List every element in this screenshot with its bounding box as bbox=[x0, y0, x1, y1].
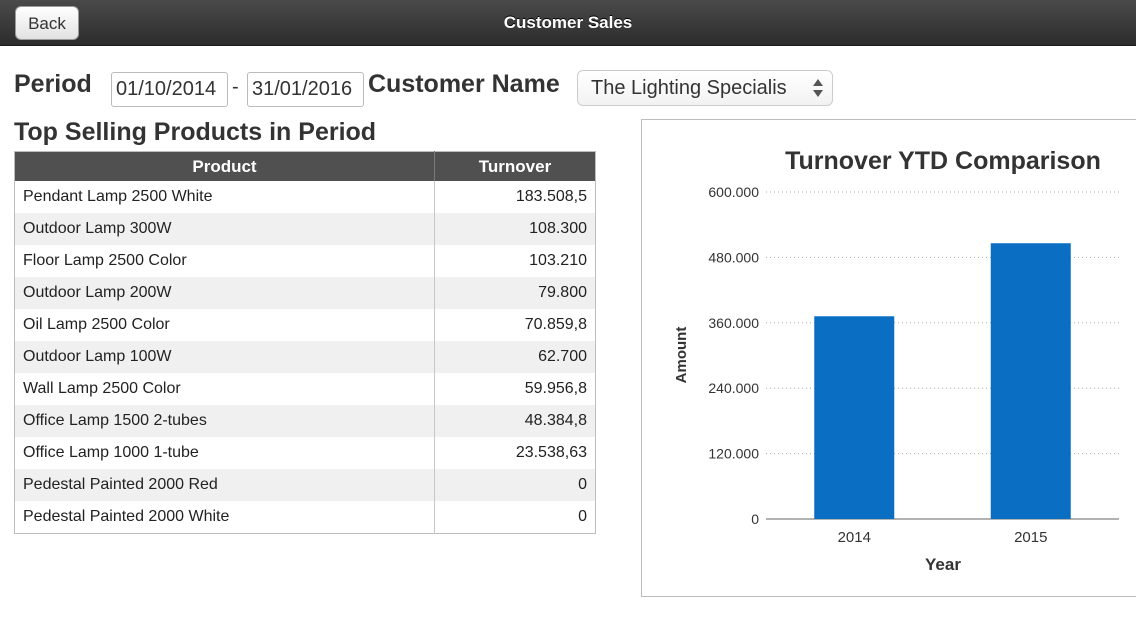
bar-2015 bbox=[990, 243, 1071, 519]
table-row: Office Lamp 1500 2-tubes 48.384,8 bbox=[14, 405, 596, 437]
product-name-cell: Pedestal Painted 2000 White bbox=[14, 501, 435, 534]
turnover-cell: 62.700 bbox=[434, 341, 596, 373]
table-row: Pedestal Painted 2000 Red 0 bbox=[14, 469, 596, 501]
table-row: Outdoor Lamp 300W 108.300 bbox=[14, 213, 596, 245]
bar-2014 bbox=[814, 316, 895, 519]
turnover-cell: 70.859,8 bbox=[524, 316, 587, 333]
y-axis-title: Amount bbox=[673, 327, 690, 384]
product-name-cell: Office Lamp 1500 2-tubes bbox=[14, 405, 435, 437]
product-name-cell: Pedestal Painted 2000 Red bbox=[14, 469, 435, 501]
product-name-cell: Office Lamp 1000 1-tube bbox=[14, 437, 435, 469]
date-from-input[interactable]: 01/10/2014 bbox=[111, 72, 228, 107]
customer-select-value: The Lighting Specialis bbox=[591, 77, 787, 99]
y-tick-label: 240.000 bbox=[708, 380, 759, 396]
table-row: Oil Lamp 2500 Color 70.859,8 bbox=[14, 309, 596, 341]
table-row: Outdoor Lamp 100W 62.700 bbox=[14, 341, 596, 373]
column-header-product: Product bbox=[14, 151, 435, 181]
customer-name-label: Customer Name bbox=[368, 70, 560, 98]
turnover-cell: 59.956,8 bbox=[524, 380, 587, 397]
column-header-turnover: Turnover bbox=[434, 151, 596, 181]
products-table-body: Pendant Lamp 2500 White 183.508,5 Outdoor … bbox=[14, 181, 596, 534]
turnover-cell: 0 bbox=[434, 469, 596, 501]
turnover-cell: 0 bbox=[578, 508, 587, 525]
select-arrows-icon bbox=[813, 79, 823, 97]
table-row: Wall Lamp 2500 Color 59.956,8 bbox=[14, 373, 596, 405]
table-row: Outdoor Lamp 200W 79.800 bbox=[14, 277, 596, 309]
turnover-cell: 48.384,8 bbox=[434, 405, 596, 437]
y-tick-label: 360.000 bbox=[708, 315, 759, 331]
y-tick-label: 480.000 bbox=[708, 249, 759, 265]
table-row: Pendant Lamp 2500 White 183.508,5 bbox=[14, 181, 596, 213]
table-header-row: Product Turnover bbox=[14, 151, 596, 181]
y-tick-label: 600.000 bbox=[708, 184, 759, 200]
product-name-cell: Outdoor Lamp 200W bbox=[14, 277, 435, 309]
date-to-input[interactable]: 31/01/2016 bbox=[247, 72, 364, 107]
table-row: Pedestal Painted 2000 White 0 bbox=[14, 501, 596, 534]
period-label: Period bbox=[14, 70, 92, 98]
table-row: Floor Lamp 2500 Color 103.210 bbox=[14, 245, 596, 277]
x-tick-label: 2015 bbox=[1014, 529, 1047, 546]
product-name-cell: Wall Lamp 2500 Color bbox=[14, 373, 435, 405]
turnover-cell: 23.538,63 bbox=[515, 444, 587, 461]
customer-select[interactable]: The Lighting Specialis bbox=[577, 70, 833, 106]
x-axis-title: Year bbox=[925, 555, 961, 574]
turnover-cell: 183.508,5 bbox=[515, 188, 587, 205]
x-tick-label: 2014 bbox=[838, 529, 871, 546]
y-tick-label: 0 bbox=[751, 511, 759, 527]
product-name-cell: Floor Lamp 2500 Color bbox=[14, 245, 435, 277]
section-title: Top Selling Products in Period bbox=[14, 118, 377, 146]
products-table: Product Turnover Pendant Lamp 2500 White… bbox=[14, 151, 596, 534]
chart-title: Turnover YTD Comparison bbox=[785, 147, 1101, 175]
product-name-cell: Outdoor Lamp 100W bbox=[14, 341, 435, 373]
turnover-chart-svg: Turnover YTD Comparison 0 120.000 240.000 36… bbox=[673, 147, 1119, 574]
date-separator: - bbox=[232, 76, 239, 98]
navigation-bar: Customer Sales Back bbox=[0, 0, 1136, 46]
y-tick-label: 120.000 bbox=[708, 446, 759, 462]
product-name-cell: Outdoor Lamp 300W bbox=[14, 213, 435, 245]
product-name-cell: Pendant Lamp 2500 White bbox=[14, 181, 435, 213]
turnover-cell: 103.210 bbox=[529, 252, 587, 269]
page-title: Customer Sales bbox=[503, 13, 633, 32]
table-row: Office Lamp 1000 1-tube 23.538,63 bbox=[14, 437, 596, 469]
turnover-cell: 79.800 bbox=[434, 277, 596, 309]
turnover-cell: 108.300 bbox=[434, 213, 596, 245]
back-button[interactable]: Back bbox=[15, 6, 79, 40]
product-name-cell: Oil Lamp 2500 Color bbox=[14, 309, 435, 341]
turnover-chart: Turnover YTD Comparison 0 120.000 240.000 36… bbox=[641, 119, 1136, 597]
